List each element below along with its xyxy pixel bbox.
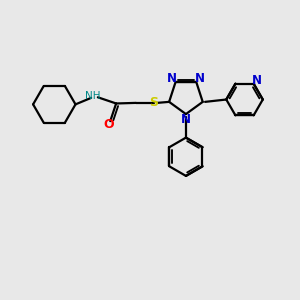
Text: NH: NH [85, 92, 100, 101]
Text: N: N [181, 113, 191, 126]
Text: O: O [103, 118, 113, 131]
Text: N: N [167, 72, 177, 85]
Text: N: N [252, 74, 262, 87]
Text: N: N [195, 72, 205, 85]
Text: S: S [149, 96, 158, 109]
